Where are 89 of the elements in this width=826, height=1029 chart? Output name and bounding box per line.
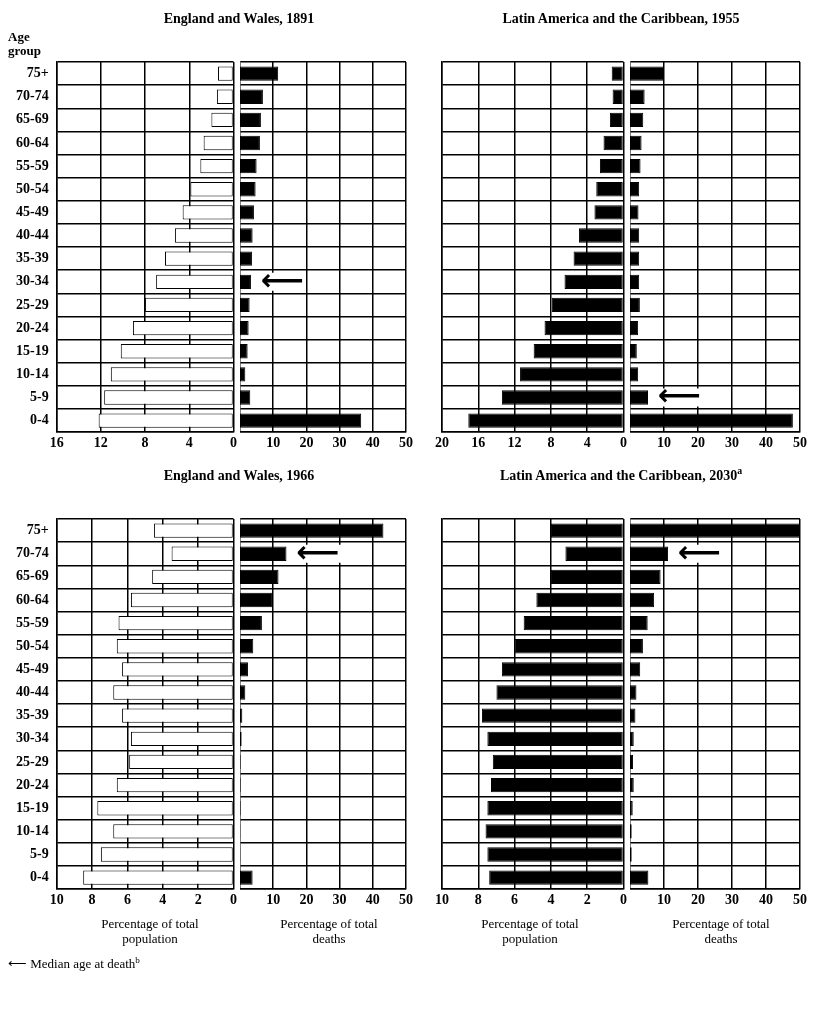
- x-axis-title: Percentage of total deaths: [671, 916, 771, 946]
- x-tick-label: 10: [657, 892, 671, 908]
- y-tick-label: 10-14: [15, 822, 49, 838]
- x-tick-label: 20: [691, 435, 705, 451]
- x-tick-label: 50: [399, 435, 413, 451]
- y-tick-label: 25-29: [15, 296, 49, 312]
- y-tick-label: 75+: [26, 522, 49, 538]
- annotation: ⟵: [296, 533, 340, 569]
- y-tick-label: 35-39: [15, 707, 49, 723]
- x-tick-label: 8: [141, 435, 149, 451]
- y-tick-label: 25-29: [15, 753, 49, 769]
- x-tick-label: 4: [583, 435, 591, 451]
- annotation: ⟵: [678, 533, 722, 569]
- y-tick-label: 15-19: [15, 342, 49, 358]
- x-tick-label: 40: [365, 435, 380, 451]
- x-tick-label: 10: [266, 435, 281, 451]
- y-tick-label: 50-54: [15, 637, 49, 653]
- x-tick-label: 8: [474, 892, 482, 908]
- y-axis-title: Age group: [8, 29, 42, 60]
- x-tick-label: 8: [547, 435, 555, 451]
- x-tick-label: 30: [725, 892, 739, 908]
- y-tick-label: 45-49: [15, 661, 49, 676]
- y-tick-label: 60-64: [15, 134, 49, 150]
- x-tick-label: 40: [759, 435, 773, 451]
- x-tick-label: 2: [194, 892, 202, 908]
- chart-title: England and Wales, 1966: [162, 467, 316, 485]
- x-tick-label: 4: [547, 892, 555, 908]
- y-tick-label: 50-54: [15, 180, 49, 196]
- y-tick-label: 70-74: [15, 88, 49, 104]
- x-tick-label: 30: [332, 435, 347, 451]
- x-tick-label: 0: [620, 892, 627, 908]
- x-tick-label: 0: [620, 435, 627, 451]
- y-tick-label: 20-24: [15, 776, 49, 792]
- x-axis-title: Percentage of total deaths: [279, 916, 379, 946]
- y-tick-label: 75+: [26, 65, 49, 81]
- y-tick-label: 40-44: [15, 684, 49, 700]
- y-tick-label: 35-39: [15, 250, 49, 266]
- y-tick-label: 30-34: [15, 273, 49, 289]
- y-tick-label: 60-64: [15, 591, 49, 607]
- y-tick-label: 0-4: [29, 869, 49, 885]
- chart-title: Latin America and the Caribbean, 1955: [501, 10, 741, 28]
- chart-title: England and Wales, 1891: [162, 10, 316, 28]
- x-tick-label: 0: [230, 892, 237, 908]
- x-tick-label: 6: [123, 892, 131, 908]
- x-axis-title: Percentage of total population: [100, 916, 200, 946]
- y-tick-label: 65-69: [15, 111, 49, 127]
- y-tick-label: 0-4: [29, 412, 49, 428]
- y-tick-label: 5-9: [29, 846, 49, 862]
- x-tick-label: 8: [88, 892, 96, 908]
- x-tick-label: 12: [507, 435, 522, 451]
- y-tick-label: 45-49: [15, 204, 49, 219]
- y-tick-label: 20-24: [15, 319, 49, 335]
- y-tick-label: 55-59: [15, 614, 49, 630]
- annotation: ⟵: [658, 377, 702, 413]
- chart-title: Latin America and the Caribbean, 2030$^{a}$: [498, 465, 744, 485]
- x-tick-label: 20: [299, 435, 314, 451]
- y-tick-label: 65-69: [15, 568, 49, 584]
- x-tick-label: 40: [365, 892, 380, 908]
- x-tick-label: 12: [93, 435, 108, 451]
- x-tick-label: 30: [725, 435, 739, 451]
- x-tick-label: 2: [583, 892, 591, 908]
- y-tick-label: 40-44: [15, 227, 49, 243]
- annotation: ⟵: [260, 261, 304, 297]
- y-tick-label: 5-9: [29, 389, 49, 405]
- x-tick-label: 10: [49, 892, 64, 908]
- x-tick-label: 10: [266, 892, 281, 908]
- x-tick-label: 16: [471, 435, 486, 451]
- x-tick-label: 20: [691, 892, 705, 908]
- text: ⟵ Median age at death$^{b}$: [8, 954, 141, 972]
- y-tick-label: 15-19: [15, 799, 49, 815]
- y-tick-label: 30-34: [15, 730, 49, 746]
- y-tick-label: 55-59: [15, 157, 49, 173]
- x-tick-label: 50: [793, 892, 807, 908]
- x-tick-label: 30: [332, 892, 347, 908]
- x-tick-label: 4: [159, 892, 167, 908]
- x-tick-label: 10: [657, 435, 671, 451]
- x-tick-label: 10: [435, 892, 449, 908]
- x-tick-label: 40: [759, 892, 773, 908]
- x-tick-label: 20: [435, 435, 449, 451]
- x-tick-label: 4: [185, 435, 193, 451]
- x-tick-label: 6: [511, 892, 519, 908]
- x-tick-label: 16: [49, 435, 64, 451]
- x-tick-label: 0: [230, 435, 237, 451]
- y-tick-label: 70-74: [15, 545, 49, 561]
- x-tick-label: 50: [399, 892, 413, 908]
- x-axis-title: Percentage of total population: [480, 916, 580, 946]
- y-tick-label: 10-14: [15, 365, 49, 381]
- x-tick-label: 50: [793, 435, 807, 451]
- x-tick-label: 20: [299, 892, 314, 908]
